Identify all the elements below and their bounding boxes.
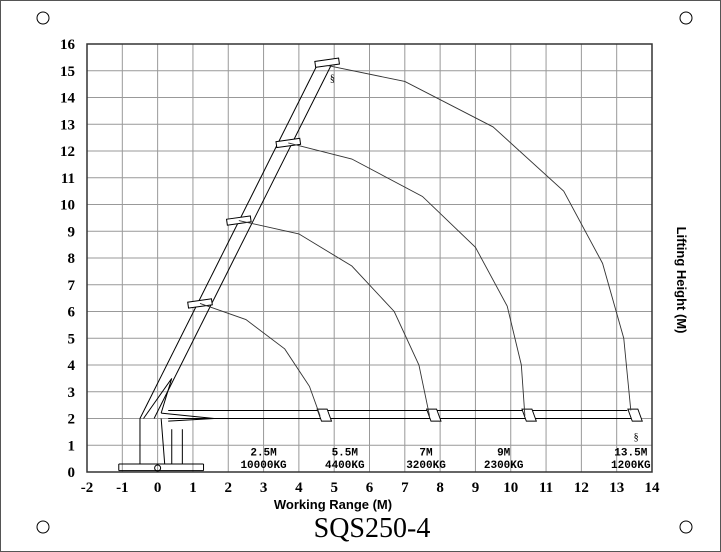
reach-curve (288, 142, 526, 416)
x-tick-label: 8 (436, 480, 444, 496)
reach-curve (238, 220, 430, 416)
y-tick-label: 14 (60, 91, 76, 107)
range-annotation: 7M (419, 447, 433, 459)
x-tick-label: 9 (472, 480, 480, 496)
x-tick-label: 4 (295, 480, 303, 496)
load-annotation: 10000KG (240, 460, 287, 472)
y-tick-label: 3 (68, 385, 76, 401)
range-annotation: 9M (497, 447, 511, 459)
mounting-hole-icon (679, 520, 693, 534)
boom-edge (139, 62, 319, 419)
boom-section-collar (425, 408, 442, 422)
reach-curve (199, 303, 321, 416)
x-tick-label: 14 (645, 480, 661, 496)
reach-curve (327, 64, 632, 411)
boom-section-collar (316, 408, 333, 422)
boom-section-collar (627, 408, 643, 422)
hook-icon: § (634, 432, 639, 443)
x-tick-label: 1 (189, 480, 197, 496)
y-tick-label: 12 (60, 144, 75, 160)
y-tick-label: 13 (60, 117, 75, 133)
range-annotation: 2.5M (250, 447, 277, 459)
x-tick-label: 12 (574, 480, 589, 496)
range-annotation: 13.5M (614, 447, 647, 459)
range-annotation: 5.5M (332, 447, 359, 459)
mounting-hole-icon (36, 520, 50, 534)
base-pivot-icon (154, 464, 162, 472)
y-tick-label: 7 (68, 278, 76, 294)
crane-column (139, 418, 183, 465)
y-axis-label: Lifting Height (M) (674, 227, 689, 334)
load-annotation: 1200KG (611, 460, 651, 472)
y-tick-label: 6 (68, 305, 76, 321)
plot-frame (86, 43, 653, 473)
x-tick-label: 2 (225, 480, 233, 496)
crane-base (118, 463, 205, 472)
load-annotation: 2300KG (484, 460, 524, 472)
hook-icon: § (330, 73, 335, 84)
chart-title: SQS250-4 (314, 513, 431, 544)
y-tick-label: 10 (60, 198, 75, 214)
x-tick-label: 0 (154, 480, 162, 496)
y-tick-label: 5 (68, 331, 76, 347)
load-annotation: 4400KG (325, 460, 365, 472)
y-tick-label: 11 (61, 171, 75, 187)
y-tick-label: 2 (68, 412, 76, 428)
mounting-hole-icon (36, 11, 50, 25)
y-tick-label: 15 (60, 64, 75, 80)
y-tick-label: 4 (68, 358, 76, 374)
x-tick-label: 3 (260, 480, 268, 496)
y-tick-label: 9 (68, 224, 76, 240)
boom-section-collar (521, 408, 537, 422)
x-tick-label: 11 (539, 480, 553, 496)
y-tick-label: 1 (68, 438, 76, 454)
y-tick-label: 16 (60, 37, 76, 53)
x-tick-label: 13 (609, 480, 624, 496)
x-tick-label: 5 (330, 480, 338, 496)
boom-section-collar (314, 57, 340, 68)
x-axis-label: Working Range (M) (274, 497, 392, 512)
hydraulic-cylinder (143, 378, 215, 422)
load-annotation: 3200KG (406, 460, 446, 472)
x-tick-label: -1 (116, 480, 129, 496)
mounting-hole-icon (679, 11, 693, 25)
x-tick-label: -2 (81, 480, 94, 496)
y-tick-label: 8 (68, 251, 76, 267)
x-tick-label: 7 (401, 480, 409, 496)
x-tick-label: 10 (503, 480, 518, 496)
boom-edge (153, 62, 333, 419)
x-tick-label: 6 (366, 480, 374, 496)
y-tick-label: 0 (68, 465, 76, 481)
